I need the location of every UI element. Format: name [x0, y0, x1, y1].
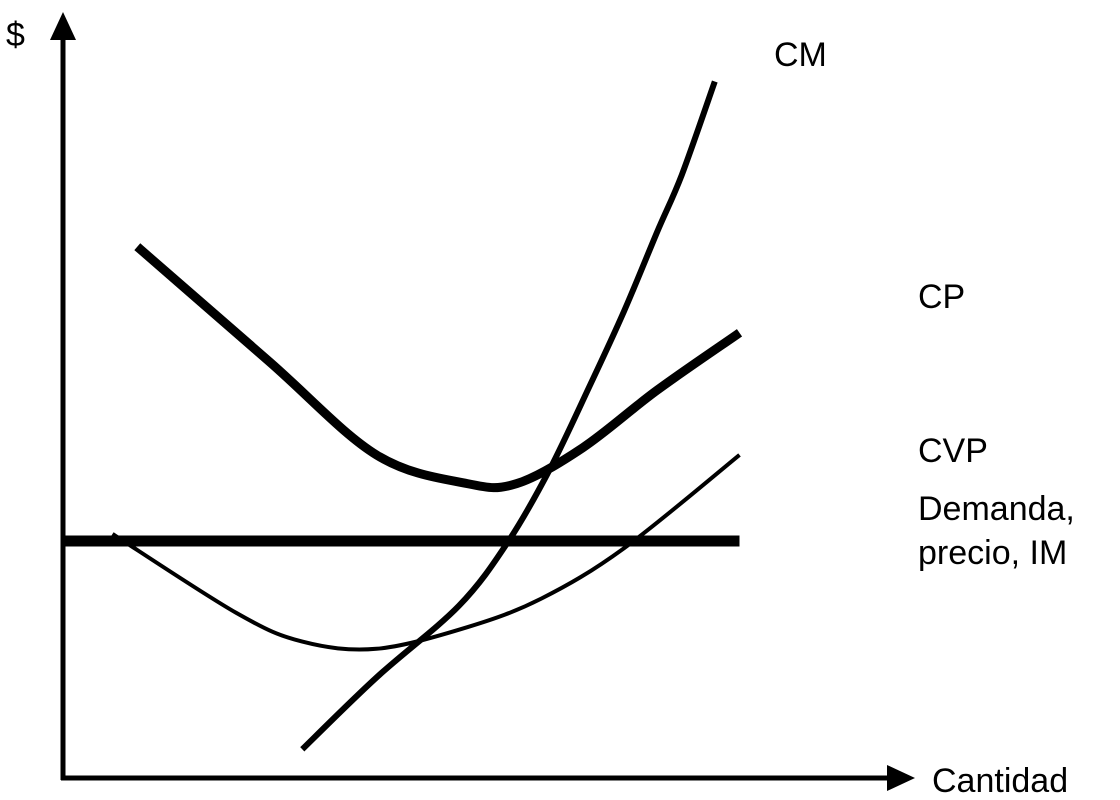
series-layer [63, 80, 743, 752]
series-label-cp: CP [918, 278, 965, 316]
series-line-cm [300, 80, 718, 752]
series-label-demanda: Demanda, precio, IM [918, 490, 1084, 572]
x-axis-arrowhead [887, 765, 915, 791]
y-axis-arrowhead [50, 12, 76, 40]
series-label-cvp: CVP [918, 432, 988, 470]
y-axis-label: $ [6, 16, 25, 54]
series-line-cvp [111, 453, 741, 652]
series-label-cm: CM [774, 36, 827, 74]
x-axis-label: Cantidad [932, 762, 1068, 800]
series-line-cp [134, 243, 743, 493]
series-label-demanda-line1: Demanda, [918, 490, 1075, 528]
series-label-demanda-line2: precio, IM [918, 534, 1067, 572]
